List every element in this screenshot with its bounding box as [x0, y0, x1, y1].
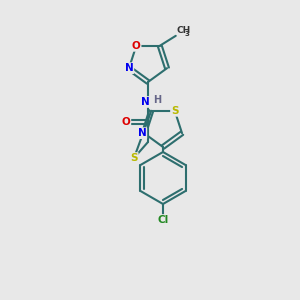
Text: O: O: [132, 41, 141, 51]
Text: O: O: [122, 117, 130, 127]
Text: S: S: [171, 106, 178, 116]
Text: N: N: [141, 97, 149, 107]
Text: CH: CH: [177, 26, 191, 35]
Text: Cl: Cl: [158, 215, 169, 225]
Text: H: H: [153, 95, 161, 105]
Text: N: N: [124, 63, 134, 73]
Text: 3: 3: [184, 31, 189, 37]
Text: N: N: [138, 128, 146, 138]
Text: S: S: [130, 153, 138, 163]
